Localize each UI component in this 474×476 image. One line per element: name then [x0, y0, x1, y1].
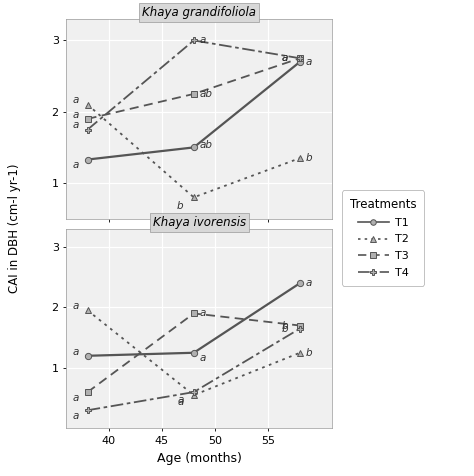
- Text: a: a: [177, 397, 183, 407]
- Text: b: b: [306, 348, 312, 358]
- Text: a: a: [73, 393, 79, 403]
- Text: a: a: [282, 53, 288, 63]
- X-axis label: Age (months): Age (months): [156, 452, 242, 465]
- Text: a: a: [73, 347, 79, 357]
- Text: b: b: [282, 320, 289, 330]
- Title: Khaya grandifoliola: Khaya grandifoliola: [142, 6, 256, 19]
- Text: a: a: [73, 411, 79, 421]
- Text: a: a: [306, 278, 312, 288]
- Text: a: a: [73, 109, 79, 120]
- Text: ab: ab: [200, 89, 212, 99]
- Legend: T1, T2, T3, T4: T1, T2, T3, T4: [342, 190, 424, 286]
- Text: a: a: [73, 301, 79, 311]
- Text: a: a: [200, 353, 206, 363]
- Title: Khaya ivorensis: Khaya ivorensis: [153, 216, 246, 228]
- Text: a: a: [282, 53, 288, 63]
- Text: a: a: [200, 308, 206, 318]
- Text: b: b: [306, 153, 312, 163]
- Text: CAI in DBH (cm-l yr-1): CAI in DBH (cm-l yr-1): [8, 164, 21, 293]
- Text: a: a: [177, 396, 183, 406]
- Text: a: a: [73, 160, 79, 170]
- Text: ab: ab: [200, 139, 212, 149]
- Text: a: a: [200, 35, 206, 45]
- Text: a: a: [73, 120, 79, 130]
- Text: b: b: [282, 324, 289, 334]
- Text: a: a: [73, 96, 79, 106]
- Text: a: a: [306, 57, 312, 67]
- Text: b: b: [177, 201, 184, 211]
